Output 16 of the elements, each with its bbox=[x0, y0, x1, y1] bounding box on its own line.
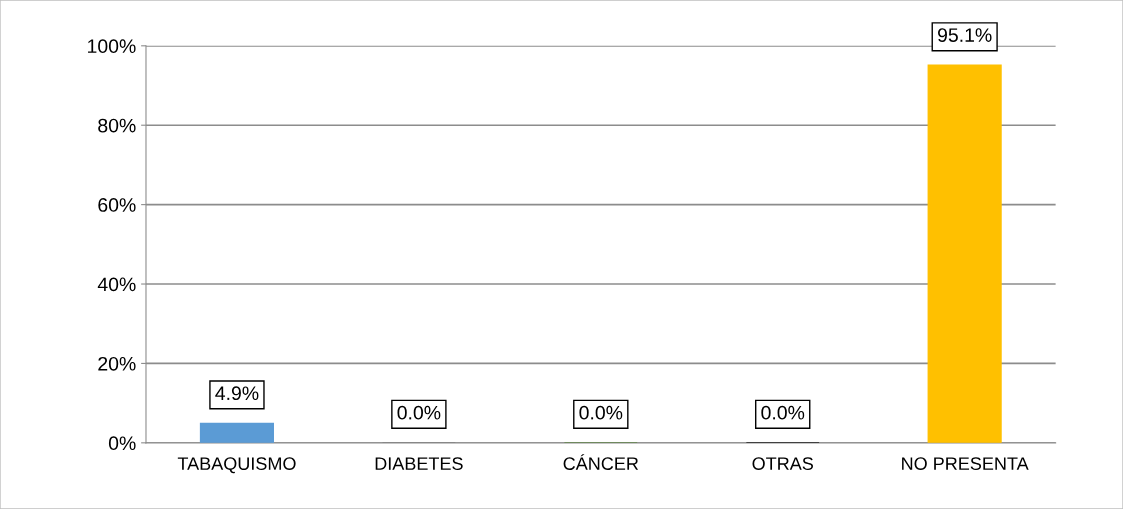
x-tick-label: DIABETES bbox=[375, 457, 463, 470]
x-tick-label: NO PRESENTA bbox=[902, 457, 1029, 470]
y-tick-label: 100% bbox=[88, 39, 136, 54]
data-label: 0.0% bbox=[397, 405, 441, 420]
y-tick-label: 20% bbox=[98, 356, 136, 371]
y-tick-label: 0% bbox=[108, 436, 136, 451]
data-label: 4.9% bbox=[215, 386, 259, 401]
x-tick-label: CÁNCER bbox=[563, 454, 639, 470]
data-label: 0.0% bbox=[579, 405, 623, 420]
y-tick-label: 80% bbox=[98, 118, 136, 133]
x-tick-label: TABAQUISMO bbox=[177, 457, 296, 474]
y-tick-label: 60% bbox=[98, 198, 136, 212]
y-tick-label: 40% bbox=[97, 277, 136, 292]
x-tick-label: OTRAS bbox=[752, 457, 813, 470]
data-label: 0.0% bbox=[761, 405, 805, 420]
data-label: 95.1% bbox=[938, 28, 992, 42]
